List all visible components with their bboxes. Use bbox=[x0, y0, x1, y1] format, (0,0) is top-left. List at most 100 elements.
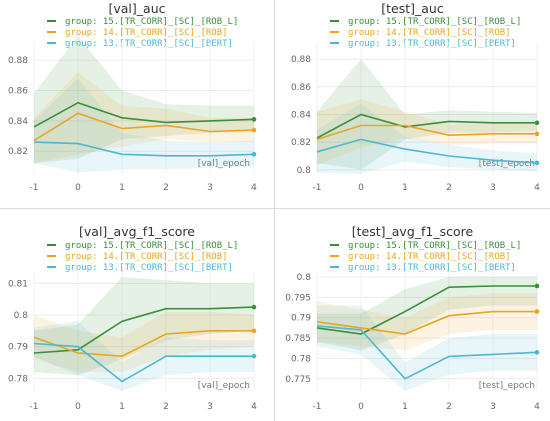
y-tick-label: 0.84 bbox=[8, 117, 28, 127]
x-axis-label: [test]_epoch bbox=[479, 159, 535, 169]
legend-item-3: group: 13.[TR_CORR]_[SC]_[BERT] bbox=[65, 263, 233, 273]
x-axis-label: [test]_epoch bbox=[479, 381, 535, 391]
x-tick-label: 3 bbox=[207, 183, 213, 193]
series-2-end-point bbox=[251, 127, 257, 133]
y-tick-label: 0.88 bbox=[8, 56, 28, 66]
series-3-band bbox=[34, 321, 254, 391]
chart-title: [test]_avg_f1_score bbox=[352, 224, 474, 239]
y-tick-label: 0.8 bbox=[14, 311, 29, 321]
x-tick-label: 1 bbox=[402, 402, 408, 412]
y-tick-label: 0.79 bbox=[8, 343, 28, 353]
x-tick-label: 1 bbox=[402, 183, 408, 193]
x-tick-label: -1 bbox=[30, 402, 39, 412]
x-tick-label: 3 bbox=[490, 183, 496, 193]
x-tick-label: 2 bbox=[446, 402, 452, 412]
y-tick-label: 0.785 bbox=[285, 334, 311, 344]
x-tick-label: 0 bbox=[75, 183, 81, 193]
series-1-end-point bbox=[251, 117, 257, 122]
series-1-line bbox=[316, 285, 537, 335]
y-tick-label: 0.78 bbox=[8, 374, 28, 384]
x-tick-label: -1 bbox=[30, 183, 39, 193]
x-tick-label: 2 bbox=[446, 183, 452, 193]
x-tick-label: -1 bbox=[313, 402, 322, 412]
y-tick-label: 0.82 bbox=[291, 138, 311, 148]
x-tick-label: 3 bbox=[490, 402, 496, 412]
x-tick-label: 1 bbox=[119, 183, 125, 193]
series-2-band bbox=[317, 99, 537, 166]
legend-item-3: group: 13.[TR_CORR]_[SC]_[BERT] bbox=[348, 263, 516, 273]
series-2-band bbox=[34, 311, 254, 372]
chart-title: [test]_auc bbox=[381, 1, 444, 16]
legend-item-1: group: 15.[TR_CORR]_[SC]_[ROB_L] bbox=[65, 241, 238, 251]
series-1-band bbox=[317, 277, 537, 351]
x-tick-label: 3 bbox=[207, 402, 213, 412]
chart-panel-test-avg-f1: [test]_avg_f1_score group: 15.[TR_CORR]_[… bbox=[285, 224, 540, 412]
x-tick-label: -1 bbox=[313, 183, 322, 193]
series-3-band bbox=[317, 305, 537, 391]
y-tick-label: 0.78 bbox=[291, 354, 311, 364]
chart-title: [val]_auc bbox=[109, 1, 166, 16]
series-1-line bbox=[33, 101, 255, 128]
series-3-line bbox=[33, 141, 255, 157]
y-tick-label: 0.79 bbox=[291, 314, 311, 324]
series-3-band bbox=[317, 103, 537, 174]
legend-item-1: group: 15.[TR_CORR]_[SC]_[ROB_L] bbox=[65, 17, 238, 27]
series-1-end-point bbox=[534, 120, 540, 126]
legend-item-1: group: 15.[TR_CORR]_[SC]_[ROB_L] bbox=[348, 241, 521, 251]
series-1-band bbox=[34, 35, 254, 164]
series-3-end-point bbox=[534, 350, 540, 355]
y-tick-label: 0.775 bbox=[285, 375, 311, 385]
series-1-line bbox=[316, 113, 537, 139]
series-3-end-point bbox=[534, 160, 540, 166]
series-2-band bbox=[34, 72, 254, 164]
series-2-end-point bbox=[534, 309, 540, 314]
y-tick-label: 0.8 bbox=[297, 166, 312, 176]
y-tick-label: 0.86 bbox=[291, 83, 311, 93]
y-tick-label: 0.84 bbox=[291, 110, 311, 120]
x-tick-label: 0 bbox=[75, 402, 81, 412]
x-tick-label: 4 bbox=[534, 402, 540, 412]
x-axis-label: [val]_epoch bbox=[198, 381, 250, 391]
series-2-line bbox=[316, 310, 537, 335]
legend-item-3: group: 13.[TR_CORR]_[SC]_[BERT] bbox=[65, 39, 233, 49]
series-3-line bbox=[316, 138, 538, 164]
series-3-end-point bbox=[251, 353, 257, 359]
series-2-line bbox=[33, 112, 255, 142]
series-2-end-point bbox=[251, 328, 257, 334]
series-3-line bbox=[33, 342, 254, 383]
series-3-band bbox=[34, 78, 254, 173]
x-tick-label: 2 bbox=[163, 183, 169, 193]
y-tick-label: 0.82 bbox=[8, 147, 28, 157]
x-tick-label: 1 bbox=[119, 402, 125, 412]
x-tick-label: 4 bbox=[251, 402, 257, 412]
x-tick-label: 0 bbox=[358, 183, 364, 193]
series-2-line bbox=[33, 330, 254, 358]
series-1-band bbox=[34, 277, 254, 376]
y-tick-label: 0.795 bbox=[285, 293, 311, 303]
legend-item-2: group: 14.[TR_CORR]_[SC]_[ROB] bbox=[348, 252, 511, 262]
y-tick-label: 0.86 bbox=[8, 87, 28, 97]
x-tick-label: 2 bbox=[163, 402, 169, 412]
legend-item-2: group: 14.[TR_CORR]_[SC]_[ROB] bbox=[65, 28, 228, 38]
series-1-end-point bbox=[534, 283, 540, 289]
chart-panel-val-avg-f1: [val]_avg_f1_score group: 15.[TR_CORR]_[S… bbox=[8, 224, 257, 412]
series-3-end-point bbox=[251, 151, 257, 157]
x-tick-label: 0 bbox=[358, 402, 364, 412]
series-2-band bbox=[317, 293, 537, 351]
legend-item-2: group: 14.[TR_CORR]_[SC]_[ROB] bbox=[65, 252, 228, 262]
chart-title: [val]_avg_f1_score bbox=[79, 224, 195, 239]
y-tick-label: 0.81 bbox=[8, 279, 28, 289]
legend-item-3: group: 13.[TR_CORR]_[SC]_[BERT] bbox=[348, 39, 516, 49]
legend-item-2: group: 14.[TR_CORR]_[SC]_[ROB] bbox=[348, 28, 511, 38]
legend-item-1: group: 15.[TR_CORR]_[SC]_[ROB_L] bbox=[348, 17, 521, 27]
y-tick-label: 0.8 bbox=[297, 273, 312, 283]
series-2-line bbox=[316, 124, 537, 141]
x-axis-label: [val]_epoch bbox=[198, 159, 250, 169]
horizontal-divider bbox=[0, 208, 550, 209]
vertical-divider bbox=[274, 0, 275, 421]
x-tick-label: 4 bbox=[534, 183, 540, 193]
series-3-line bbox=[316, 325, 538, 380]
